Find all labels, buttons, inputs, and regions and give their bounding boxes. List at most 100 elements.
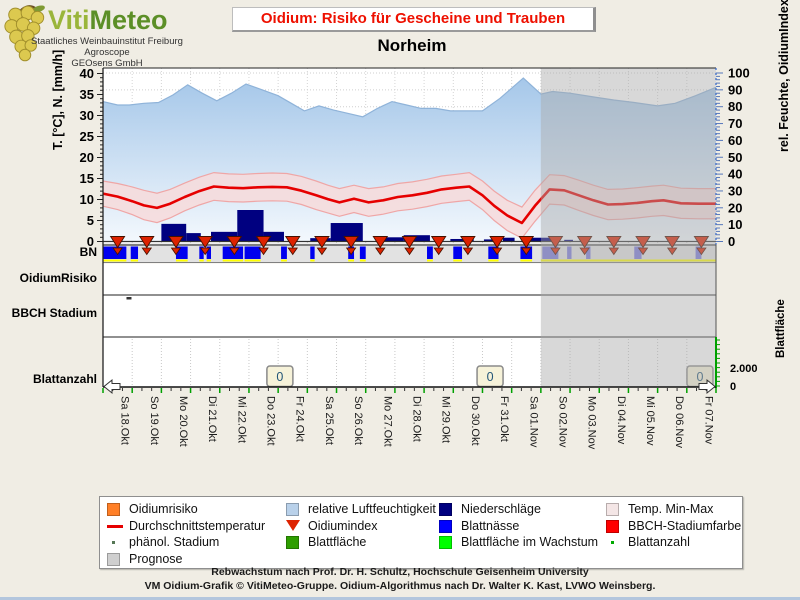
window-bottom-strip <box>0 597 800 600</box>
legend-marker-square-icon <box>439 536 452 549</box>
legend-label: relative Luftfeuchtigkeit <box>308 502 436 516</box>
leaf-wetness-segment <box>281 246 287 259</box>
legend-label: Oidiumrisiko <box>129 502 198 516</box>
oidiumindex-marker <box>372 236 389 249</box>
right-axis-tick-label: 40 <box>728 167 742 182</box>
oidiumindex-marker-lower <box>345 247 357 256</box>
leaf-wetness-yellow <box>488 259 499 262</box>
legend: Oidiumrisiko Durchschnittstemperatur phäno… <box>99 496 743 569</box>
right-axis-tick-label: 30 <box>728 183 742 198</box>
oidiumindex-marker-lower <box>112 247 123 256</box>
leaf-area-tick-label: 2.000 <box>730 363 758 375</box>
leaf-wetness-forecast-segment <box>695 246 702 259</box>
leaf-wetness-yellow <box>427 259 433 262</box>
oidiumindex-marker <box>197 236 213 249</box>
oidiumindex-marker-lower <box>550 247 561 256</box>
left-axis-tick-label: 10 <box>80 192 94 207</box>
oidiumindex-marker <box>518 236 535 249</box>
x-axis-date-label: Do 06.Nov <box>673 396 685 448</box>
oidiumindex-marker-lower <box>462 247 474 256</box>
oidiumindex-marker-lower <box>199 247 211 256</box>
x-axis-date-label: Sa 25.Okt <box>323 396 335 445</box>
oidiumindex-marker-lower <box>229 247 240 256</box>
brand-part-2: Meteo <box>89 5 168 35</box>
legend-label: Niederschläge <box>461 502 541 516</box>
leaf-wetness-forecast-segment <box>586 246 591 259</box>
humidity-line <box>102 77 717 118</box>
right-axis-tick-label: 80 <box>728 99 742 114</box>
leaf-count-badge-value: 0 <box>487 370 494 384</box>
x-axis-date-label: Sa 01.Nov <box>527 396 539 448</box>
oidiumindex-marker <box>489 236 505 249</box>
oidiumindex-marker <box>343 236 359 249</box>
phenology-marker <box>126 297 132 300</box>
x-axis-date-label: So 19.Okt <box>148 396 160 445</box>
temp-max-line <box>102 171 716 208</box>
temp-min-line <box>102 199 716 239</box>
legend-label: Durchschnittstemperatur <box>129 518 266 533</box>
left-axis-tick-label: 40 <box>80 66 94 81</box>
scroll-left-arrow[interactable] <box>103 378 121 395</box>
temperature-mean-line <box>102 185 716 225</box>
left-axis-tick-label: 35 <box>80 87 94 102</box>
leaf-wetness-yellow <box>310 259 315 262</box>
chart-title: Oidium: Risiko für Gescheine und Trauben <box>232 7 596 32</box>
oidiumindex-marker <box>606 236 622 249</box>
footer-line-2: VM Oidium-Grafik © VitiMeteo-Gruppe. Oid… <box>144 580 656 592</box>
scroll-right-arrow[interactable] <box>698 378 716 395</box>
legend-marker-dot-icon <box>112 541 115 544</box>
row-label-oidiumrisiko: OidiumRisiko <box>19 271 97 285</box>
leaf-wetness-segment <box>359 246 366 259</box>
x-axis-date-label: Do 23.Okt <box>265 396 277 446</box>
oidiumindex-marker <box>460 236 476 249</box>
leaf-wetness-yellow <box>103 259 127 262</box>
oidiumindex-marker <box>138 236 155 249</box>
oidiumindex-marker-lower <box>637 247 649 256</box>
leaf-count-badge-value: 0 <box>276 370 283 384</box>
oidiumindex-marker-lower <box>491 247 503 256</box>
left-axis-tick-label: 0 <box>87 234 94 249</box>
x-axis-date-label: Di 28.Okt <box>411 396 423 442</box>
legend-label: Blattfläche <box>308 535 367 549</box>
x-axis-date-label: Fr 07.Nov <box>702 396 714 445</box>
precipitation-bar <box>403 235 430 242</box>
leaf-wetness-yellow <box>206 259 212 262</box>
leaf-area-tick-label: 0 <box>730 381 736 393</box>
x-axis-date-label: Mo 03.Nov <box>586 396 598 450</box>
leaf-wetness-segment <box>453 246 463 259</box>
leaf-wetness-segment <box>244 246 261 259</box>
oidiumindex-marker <box>168 236 184 249</box>
oidiumindex-marker <box>314 236 330 249</box>
legend-marker-square-icon <box>286 503 299 516</box>
right-axis-tick-label: 50 <box>728 150 742 165</box>
leaf-wetness-segment <box>175 246 188 259</box>
x-axis-date-label: Mi 22.Okt <box>235 396 247 443</box>
legend-marker-square-icon <box>107 503 120 516</box>
x-axis-date-label: Fr 24.Okt <box>294 396 306 442</box>
oidiumindex-marker <box>430 236 447 249</box>
oidiumindex-marker-lower <box>375 247 386 256</box>
sub-rows-background <box>103 263 716 387</box>
leaf-wetness-segment <box>427 246 433 259</box>
leaf-wetness-segment <box>488 246 499 259</box>
legend-label: Blattfläche im Wachstum <box>461 535 599 549</box>
legend-label: phänol. Stadium <box>129 535 220 549</box>
grapes-logo-icon <box>4 5 45 62</box>
oidiumindex-marker-lower <box>520 247 532 256</box>
org-line-3: GEOsens GmbH <box>71 58 143 69</box>
leaf-wetness-yellow <box>359 259 366 262</box>
x-axis-date-label: Mi 05.Nov <box>644 396 656 446</box>
leaf-wetness-forecast-segment <box>634 246 642 259</box>
row-label-bn: BN <box>79 245 97 259</box>
x-axis-date-label: Mi 29.Okt <box>440 396 452 443</box>
x-axis-date-label: So 02.Nov <box>556 396 568 448</box>
right-axis-tick-label: 70 <box>728 116 742 131</box>
legend-label: Blattanzahl <box>628 535 690 549</box>
oidiumindex-marker <box>109 236 126 249</box>
legend-label: Blattnässe <box>461 518 520 533</box>
oidiumindex-marker-lower <box>258 247 269 256</box>
left-axis-tick-label: 15 <box>80 171 94 186</box>
leaf-wetness-yellow <box>244 259 261 262</box>
legend-marker-triangle-icon <box>286 519 300 531</box>
row-label-blattanzahl: Blattanzahl <box>32 372 97 386</box>
